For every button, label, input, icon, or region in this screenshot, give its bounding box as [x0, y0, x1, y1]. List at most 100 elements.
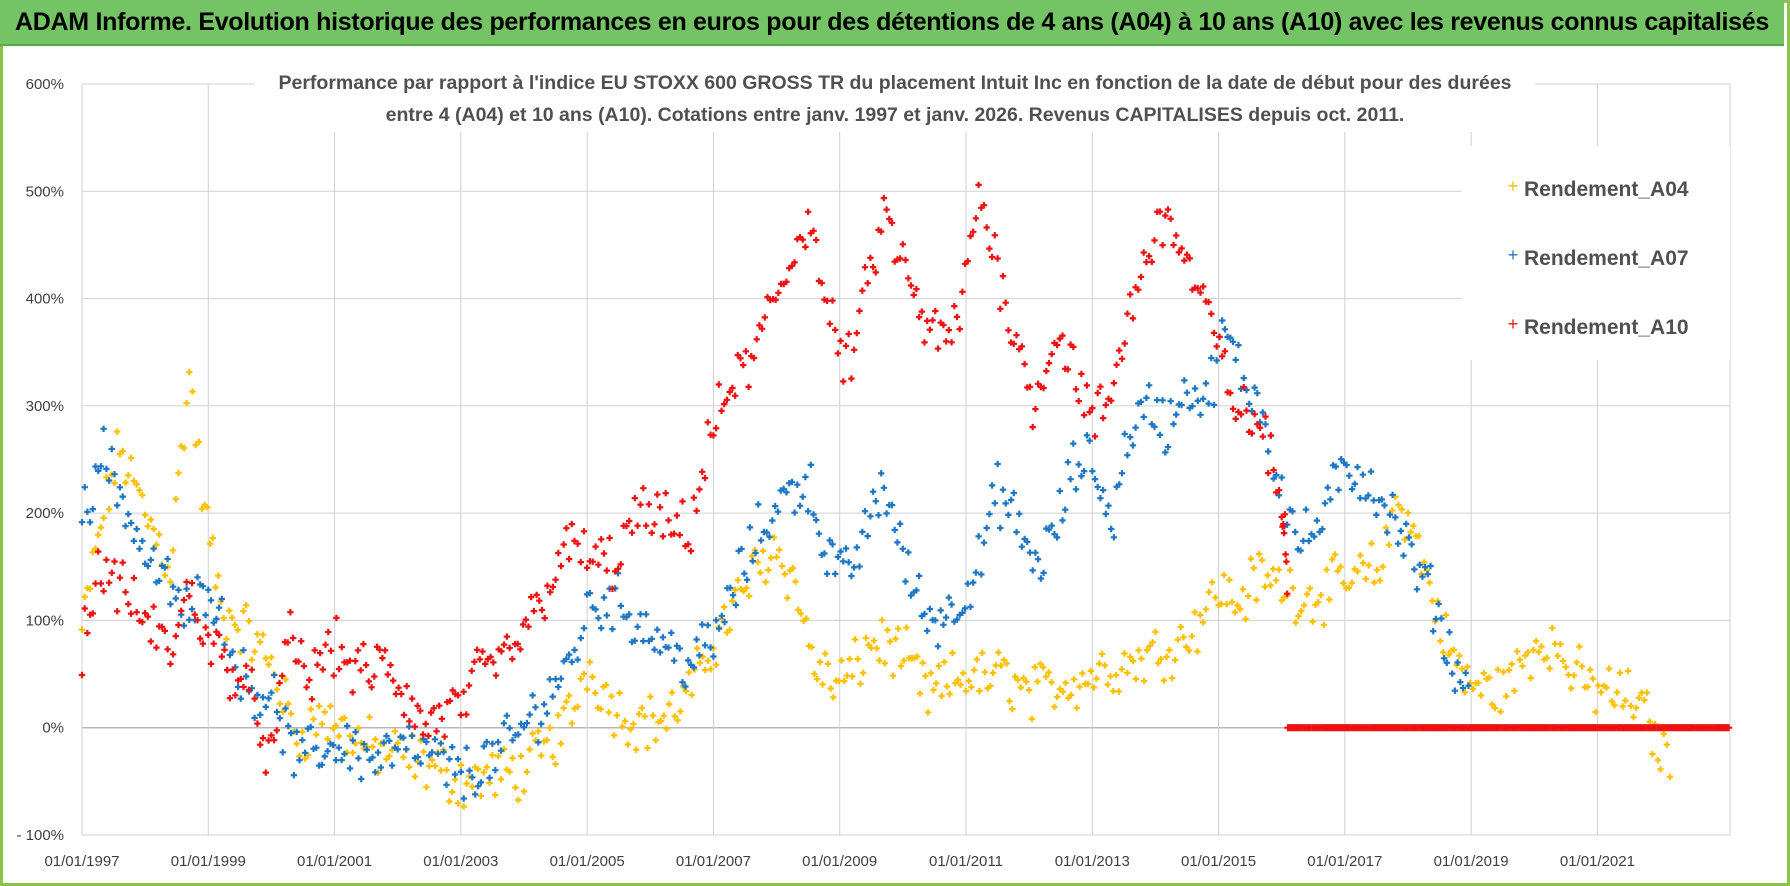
data-point-rendement-a07 [318, 761, 326, 768]
data-point-rendement-a10 [169, 651, 177, 658]
data-point-rendement-a04 [144, 523, 152, 530]
data-point-rendement-a07 [394, 746, 401, 753]
data-point-rendement-a10 [878, 228, 885, 235]
data-point-rendement-a07 [738, 545, 745, 553]
data-point-rendement-a04 [803, 615, 810, 622]
data-point-rendement-a10 [406, 718, 413, 725]
data-point-rendement-a04 [778, 562, 786, 570]
data-point-rendement-a10 [1129, 315, 1137, 322]
data-point-rendement-a04 [1445, 651, 1452, 658]
legend-marker-a07: + [1508, 245, 1519, 265]
data-point-rendement-a10 [1186, 255, 1193, 262]
data-point-rendement-a10 [327, 647, 335, 654]
data-point-rendement-a07 [926, 605, 934, 613]
data-point-rendement-a07 [296, 757, 303, 764]
data-point-rendement-a04 [1112, 671, 1120, 679]
data-point-rendement-a04 [1365, 562, 1372, 569]
data-point-rendement-a10 [924, 317, 931, 325]
data-point-rendement-a10 [257, 741, 264, 748]
y-tick-label: 100% [26, 612, 64, 629]
data-point-rendement-a10 [953, 313, 961, 321]
data-point-rendement-a10 [89, 610, 96, 617]
data-point-rendement-a07 [466, 767, 473, 774]
data-point-rendement-a07 [150, 545, 157, 552]
data-point-rendement-a07 [503, 712, 510, 719]
data-point-rendement-a04 [557, 740, 565, 747]
data-point-rendement-a04 [1127, 653, 1134, 660]
data-point-rendement-a04 [638, 704, 646, 712]
data-point-rendement-a04 [814, 675, 821, 683]
data-point-rendement-a04 [949, 649, 956, 657]
data-point-rendement-a07 [856, 563, 863, 570]
data-point-rendement-a10 [108, 569, 115, 576]
data-point-rendement-a04 [248, 656, 255, 663]
data-point-rendement-a10 [1099, 414, 1107, 422]
data-point-rendement-a04 [1256, 550, 1263, 558]
data-point-rendement-a07 [161, 564, 168, 571]
data-point-rendement-a10 [403, 682, 410, 690]
data-point-rendement-a07 [1289, 508, 1296, 515]
data-point-rendement-a04 [204, 504, 211, 511]
data-point-rendement-a10 [215, 631, 223, 639]
data-point-rendement-a07 [1024, 538, 1031, 545]
data-point-rendement-a04 [1090, 684, 1097, 691]
data-point-rendement-a07 [460, 795, 467, 802]
data-point-rendement-a10 [645, 501, 653, 508]
data-point-rendement-a04 [228, 614, 236, 621]
data-point-rendement-a07 [509, 737, 516, 744]
data-point-rendement-a10 [384, 671, 391, 678]
data-point-rendement-a10 [78, 671, 86, 679]
data-point-rendement-a10 [245, 686, 253, 693]
data-point-rendement-a04 [565, 692, 573, 699]
data-point-rendement-a04 [206, 540, 214, 547]
data-point-rendement-a07 [1056, 487, 1063, 495]
data-point-rendement-a10 [468, 667, 475, 674]
x-tick-label: 01/01/2007 [676, 853, 751, 870]
data-point-rendement-a07 [1026, 549, 1034, 556]
data-point-rendement-a10 [191, 611, 198, 618]
data-point-rendement-a04 [1017, 684, 1024, 691]
data-point-rendement-a10 [1283, 558, 1290, 565]
data-point-rendement-a10 [1200, 283, 1207, 290]
data-point-rendement-a07 [577, 634, 584, 642]
data-point-rendement-a07 [506, 724, 513, 732]
data-point-rendement-a04 [1385, 541, 1393, 548]
data-point-rendement-a07 [346, 765, 354, 772]
data-point-rendement-a04 [1357, 552, 1364, 559]
data-point-rendement-a04 [495, 753, 502, 760]
data-point-rendement-a07 [454, 755, 462, 763]
data-point-rendement-a07 [299, 736, 306, 744]
data-point-rendement-a04 [1247, 555, 1255, 562]
data-point-rendement-a07 [586, 590, 594, 597]
data-point-rendement-a04 [924, 709, 932, 716]
data-point-rendement-a10 [139, 619, 146, 626]
data-point-rendement-a10 [902, 256, 909, 264]
data-point-rendement-a04 [1234, 602, 1241, 609]
data-point-rendement-a10 [772, 296, 779, 303]
x-tick-label: 01/01/2019 [1434, 853, 1509, 870]
data-point-rendement-a04 [671, 713, 678, 720]
data-point-rendement-a04 [729, 597, 736, 605]
data-point-rendement-a04 [981, 669, 989, 676]
data-point-rendement-a07 [1116, 481, 1123, 488]
data-point-rendement-a04 [1456, 652, 1463, 659]
data-point-rendement-a10 [1121, 340, 1128, 347]
data-point-rendement-a07 [1246, 400, 1253, 408]
data-point-rendement-a04 [696, 659, 704, 666]
data-point-rendement-a10 [753, 336, 760, 343]
data-point-rendement-a07 [1465, 682, 1472, 689]
data-point-rendement-a07 [640, 637, 647, 645]
data-point-rendement-a10 [116, 574, 124, 581]
data-point-rendement-a10 [1167, 215, 1174, 222]
data-point-rendement-a10 [536, 597, 543, 604]
data-point-rendement-a10 [696, 486, 703, 493]
data-point-rendement-a07 [937, 607, 944, 614]
data-point-rendement-a10 [1170, 241, 1177, 249]
data-point-rendement-a07 [799, 493, 806, 500]
data-point-rendement-a04 [1603, 684, 1610, 691]
data-point-rendement-a04 [734, 577, 742, 584]
data-point-rendement-a07 [1062, 506, 1069, 513]
data-point-rendement-a10 [125, 600, 132, 608]
data-point-rendement-a10 [631, 494, 638, 502]
data-point-rendement-a04 [1614, 689, 1621, 696]
